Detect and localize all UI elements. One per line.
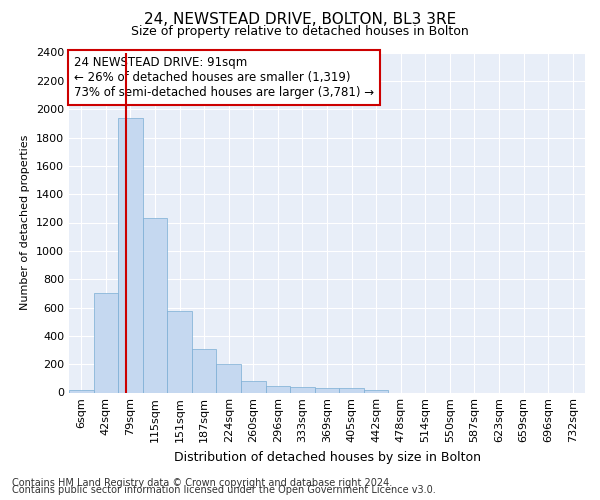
Bar [290,387,315,392]
Bar [69,390,94,392]
Bar [364,390,388,392]
Bar [143,218,167,392]
Text: Contains HM Land Registry data © Crown copyright and database right 2024.: Contains HM Land Registry data © Crown c… [12,478,392,488]
Bar [315,388,339,392]
Bar [217,364,241,392]
Bar [118,118,143,392]
Text: Contains public sector information licensed under the Open Government Licence v3: Contains public sector information licen… [12,485,436,495]
Text: Size of property relative to detached houses in Bolton: Size of property relative to detached ho… [131,25,469,38]
Bar [241,381,266,392]
Bar [94,294,118,392]
X-axis label: Distribution of detached houses by size in Bolton: Distribution of detached houses by size … [173,451,481,464]
Bar [167,311,192,392]
Bar [266,386,290,392]
Bar [192,350,217,393]
Y-axis label: Number of detached properties: Number of detached properties [20,135,31,310]
Text: 24 NEWSTEAD DRIVE: 91sqm
← 26% of detached houses are smaller (1,319)
73% of sem: 24 NEWSTEAD DRIVE: 91sqm ← 26% of detach… [74,56,374,99]
Text: 24, NEWSTEAD DRIVE, BOLTON, BL3 3RE: 24, NEWSTEAD DRIVE, BOLTON, BL3 3RE [144,12,456,28]
Bar [339,388,364,392]
